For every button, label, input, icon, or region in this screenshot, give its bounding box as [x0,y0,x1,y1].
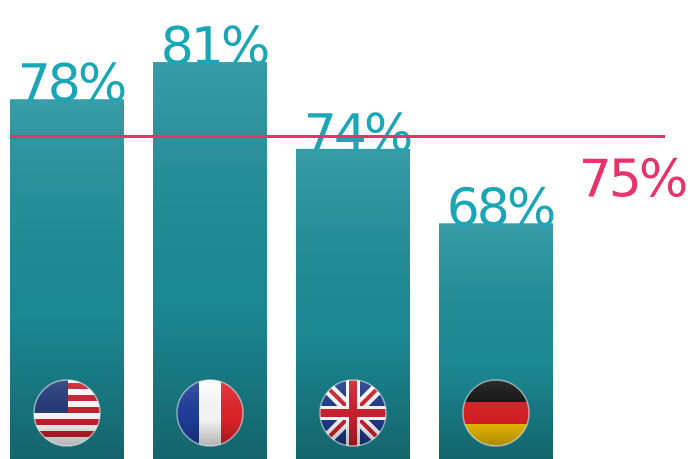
reference-label: 75% [579,149,686,209]
overlay: 78% 81% 74% 68% 75% [10,17,689,238]
flags [33,379,530,447]
value-label: 81% [161,17,268,77]
value-label: 74% [304,104,411,164]
value-label: 78% [18,54,125,114]
flag-rims [33,379,530,447]
value-label: 68% [447,178,554,238]
